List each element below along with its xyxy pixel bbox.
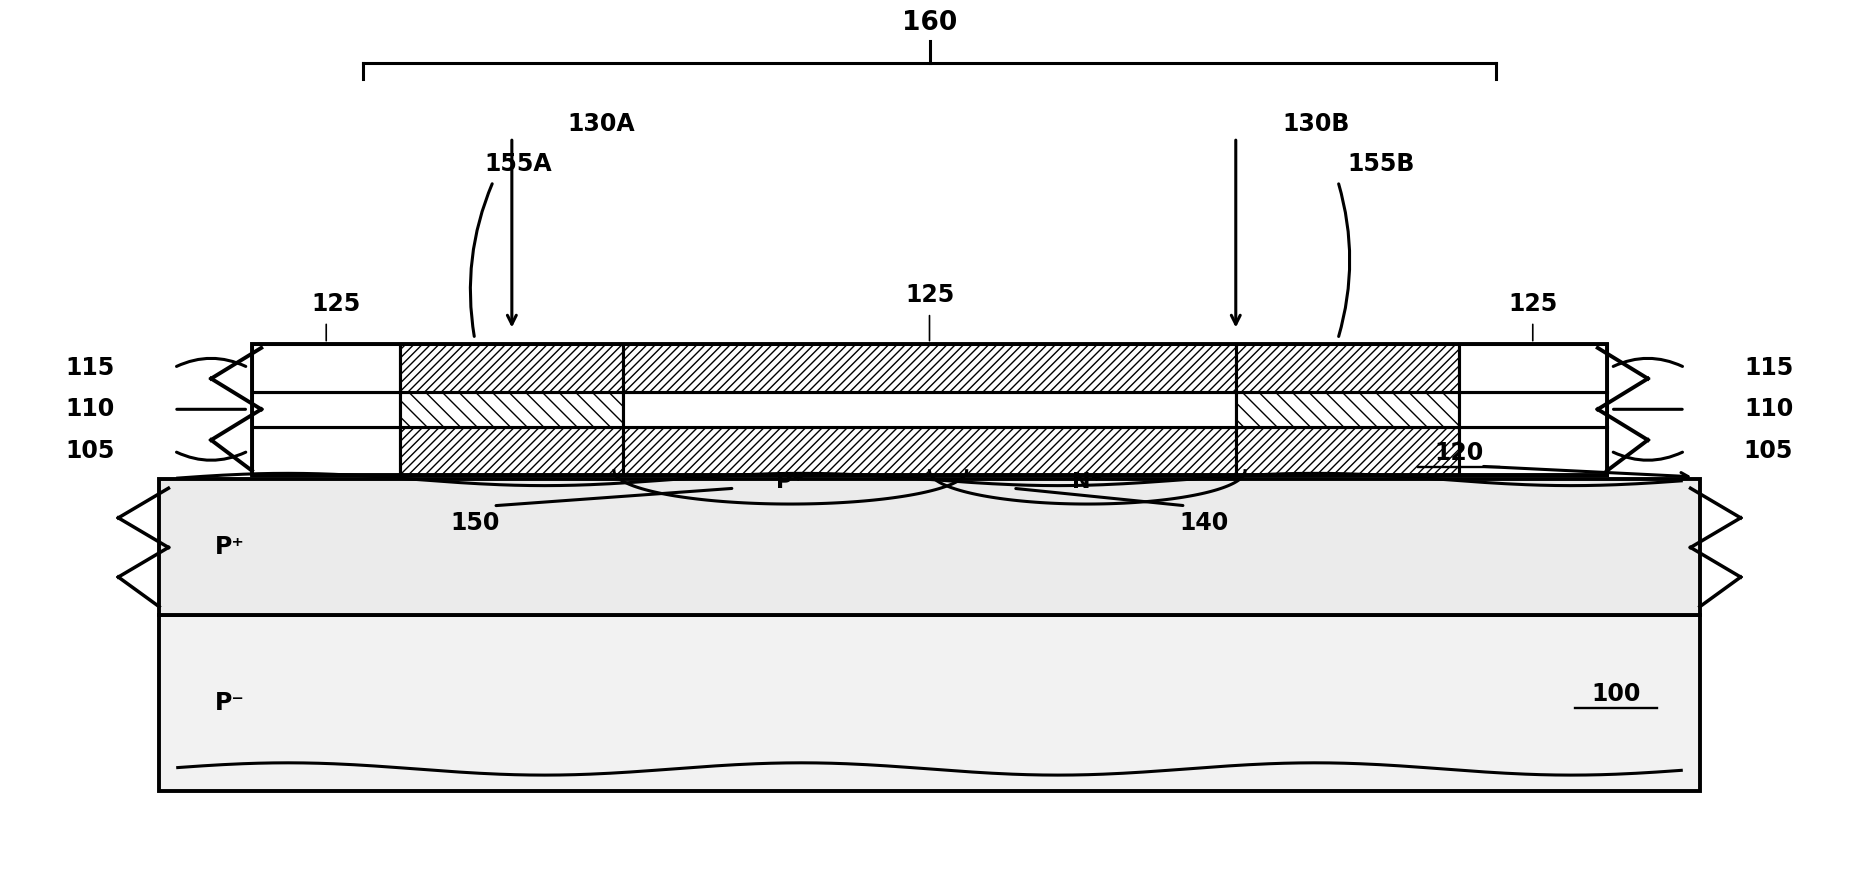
Bar (253, 343, 1606, 475)
Text: 125: 125 (905, 283, 954, 307)
Bar (1459, 343, 1606, 392)
Text: P⁺: P⁺ (777, 472, 805, 492)
Bar (1236, 427, 1459, 475)
Text: 125: 125 (1508, 292, 1558, 316)
Bar (160, 480, 1699, 615)
Text: 105: 105 (65, 439, 115, 463)
Text: N⁺: N⁺ (1073, 472, 1102, 492)
Text: 155A: 155A (483, 151, 552, 176)
Text: 110: 110 (65, 397, 115, 422)
Text: 140: 140 (1180, 511, 1229, 535)
Text: P⁻: P⁻ (216, 691, 245, 715)
Text: 130B: 130B (1283, 113, 1350, 136)
Bar (1236, 392, 1459, 427)
Bar (160, 615, 1699, 791)
Bar (400, 343, 623, 392)
Bar (1459, 427, 1606, 475)
Text: 155B: 155B (1348, 151, 1415, 176)
Text: 150: 150 (450, 511, 500, 535)
Bar (623, 343, 1236, 392)
Bar (400, 392, 623, 427)
Bar (253, 392, 400, 427)
Text: 105: 105 (1744, 439, 1794, 463)
Bar (623, 427, 1236, 475)
Text: P⁺: P⁺ (216, 535, 245, 560)
Text: 130A: 130A (567, 113, 636, 136)
Text: 120: 120 (1433, 441, 1483, 466)
Text: 115: 115 (65, 356, 115, 379)
Bar (253, 343, 400, 392)
Text: 160: 160 (902, 11, 957, 36)
Text: 125: 125 (310, 292, 361, 316)
Bar (1236, 343, 1459, 392)
Text: 110: 110 (1744, 397, 1794, 422)
Text: 100: 100 (1591, 682, 1641, 707)
Bar (253, 427, 400, 475)
Text: 115: 115 (1744, 356, 1794, 379)
Bar (623, 392, 1236, 427)
Bar (400, 427, 623, 475)
Bar (1459, 392, 1606, 427)
